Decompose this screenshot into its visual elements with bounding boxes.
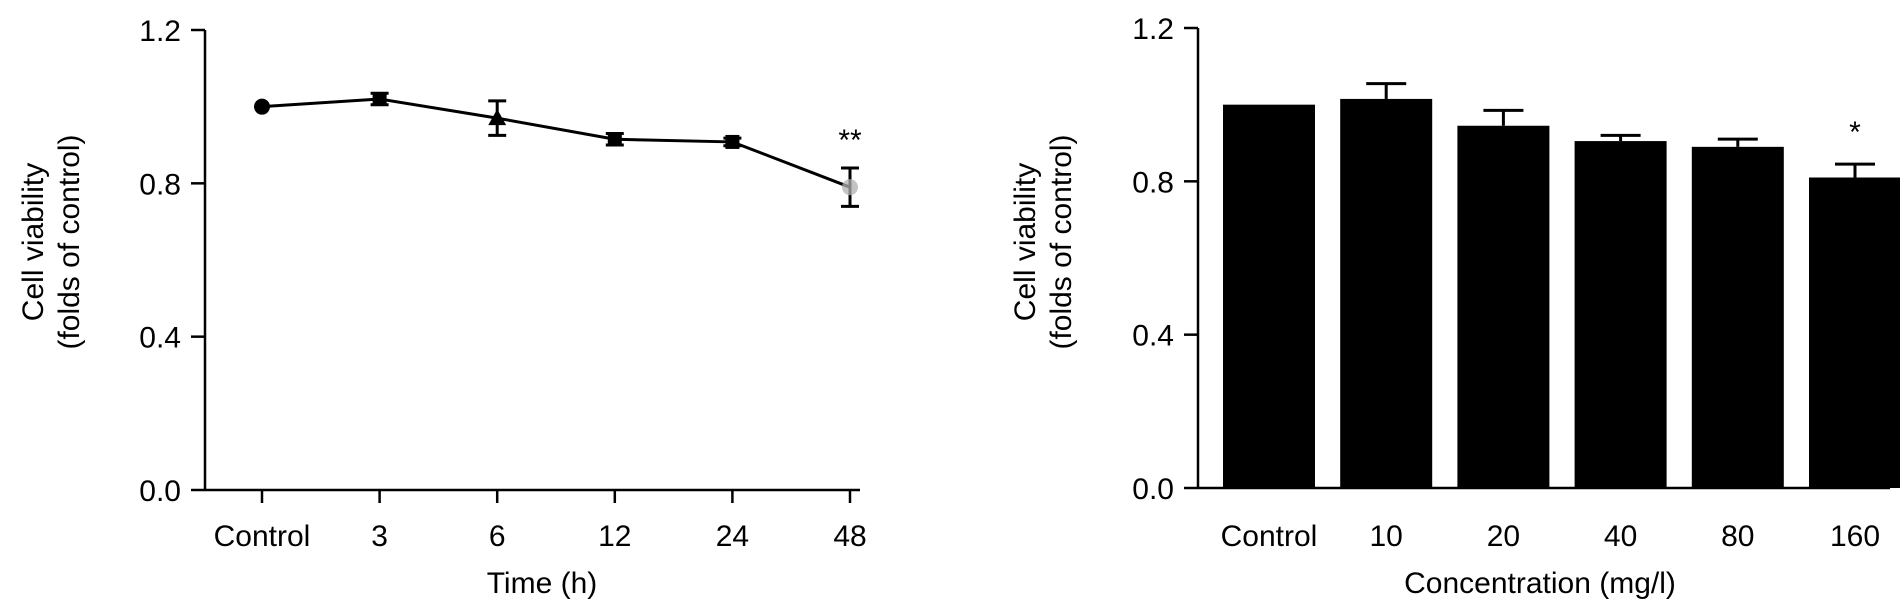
left-x-tick-label: Control [214, 520, 311, 553]
left-data-point [725, 134, 740, 149]
right-bar [1340, 98, 1433, 489]
right-x-tick-label: 20 [1487, 520, 1520, 553]
left-y-axis-title: Cell viability (folds of control) [17, 134, 86, 349]
right-x-tick-label: 80 [1721, 520, 1754, 553]
right-y-axis-title-line-2: (folds of control) [1045, 134, 1078, 349]
concentration-chart: Cell viability (folds of control) 0.0 0.4… [1009, 13, 1900, 600]
right-x-tick-label: 40 [1604, 520, 1637, 553]
left-significance-label: ** [838, 124, 862, 157]
right-bar [1809, 177, 1900, 488]
left-data-point [607, 132, 622, 147]
left-data-point [254, 98, 270, 115]
right-bar [1223, 104, 1315, 489]
left-x-tick-label: 6 [489, 520, 506, 553]
right-y-tick-label: 1.2 [1132, 13, 1174, 46]
right-x-tick-label: 160 [1830, 520, 1880, 553]
right-bar [1691, 146, 1784, 489]
left-x-axis-title: Time (h) [487, 567, 598, 600]
left-x-tick-label: 48 [833, 520, 866, 553]
time-course-chart: Cell viability (folds of control) 0.0 0.4… [17, 15, 867, 600]
left-y-tick-label: 0.4 [139, 322, 181, 355]
right-x-axis-title: Concentration (mg/l) [1404, 567, 1676, 600]
left-series-line [261, 97, 851, 189]
left-y-tick-label: 0.0 [139, 475, 181, 508]
right-y-axis-title: Cell viability (folds of control) [1009, 134, 1078, 349]
right-y-tick-label: 0.0 [1132, 473, 1174, 506]
right-bar [1457, 125, 1550, 488]
left-data-point [842, 179, 858, 196]
right-bar [1574, 141, 1667, 489]
left-y-axis-title-line-1: Cell viability [17, 163, 50, 321]
left-x-tick-label: 12 [598, 520, 631, 553]
left-y-tick-label: 1.2 [139, 15, 181, 48]
right-y-axis-title-line-1: Cell viability [1009, 163, 1042, 321]
left-y-tick-label: 0.8 [139, 168, 181, 201]
left-y-axis-title-line-2: (folds of control) [53, 134, 86, 349]
right-x-tick-label: 10 [1370, 520, 1403, 553]
right-x-tick-label: Control [1221, 520, 1318, 553]
left-data-point [372, 92, 387, 106]
right-y-tick-label: 0.4 [1132, 320, 1174, 353]
right-significance-label: * [1849, 116, 1861, 149]
left-data-point [488, 109, 507, 126]
left-x-tick-label: 24 [716, 520, 749, 553]
right-y-tick-label: 0.8 [1132, 166, 1174, 199]
left-x-tick-label: 3 [371, 520, 388, 553]
